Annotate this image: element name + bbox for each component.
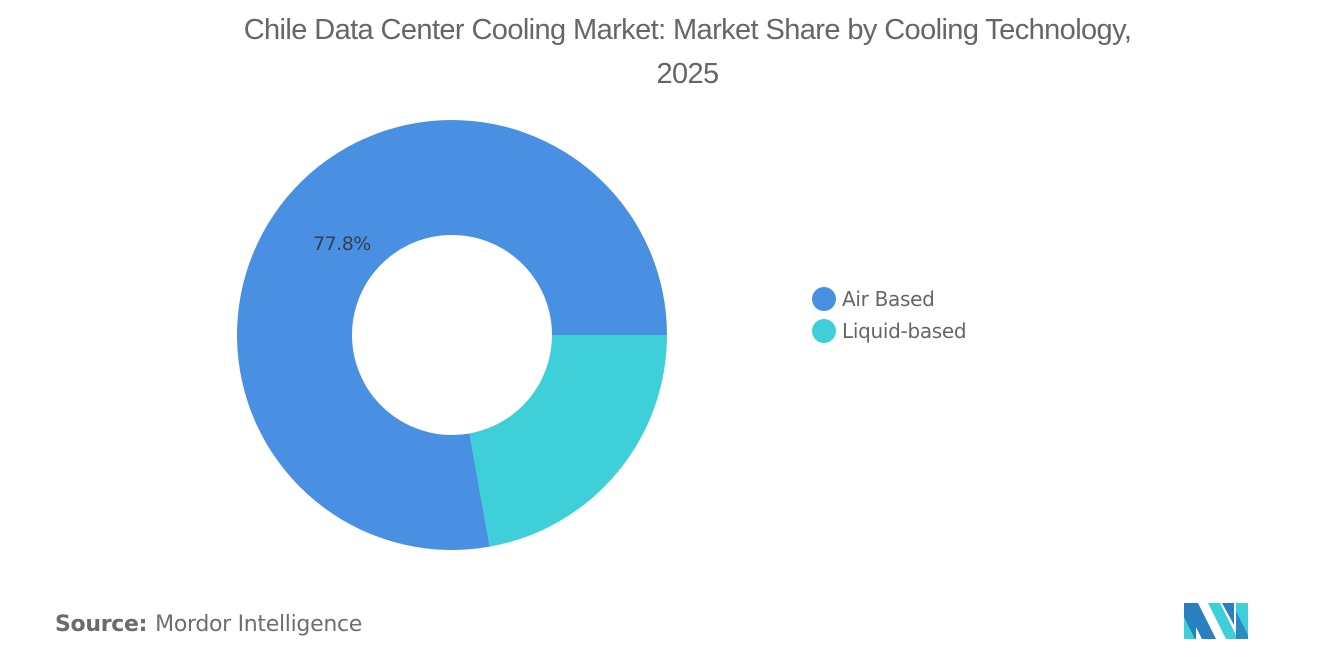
chart-title-line1: Chile Data Center Cooling Market: Market… — [243, 14, 1132, 46]
chart-title: Chile Data Center Cooling Market: Market… — [0, 8, 1320, 96]
legend: Air Based Liquid-based — [812, 283, 967, 347]
donut-slices — [236, 119, 667, 551]
legend-label-air-based: Air Based — [842, 287, 935, 311]
legend-item-air-based[interactable]: Air Based — [812, 283, 966, 315]
source-key: Source: — [55, 612, 148, 637]
slice-air-based[interactable] — [236, 119, 667, 551]
slice-label-air-based: 77.8% — [313, 233, 371, 255]
legend-swatch-liquid-based-icon — [812, 319, 836, 343]
mordor-intelligence-logo-icon — [1184, 603, 1248, 639]
source-note: Source: Mordor Intelligence — [55, 612, 362, 637]
chart-title-line2: 2025 — [656, 58, 719, 90]
source-value: Mordor Intelligence — [155, 612, 363, 637]
legend-item-liquid-based[interactable]: Liquid-based — [812, 315, 967, 347]
legend-swatch-air-based-icon — [812, 287, 836, 311]
slice-liquid-based[interactable] — [469, 335, 667, 547]
legend-label-liquid-based: Liquid-based — [842, 319, 967, 343]
